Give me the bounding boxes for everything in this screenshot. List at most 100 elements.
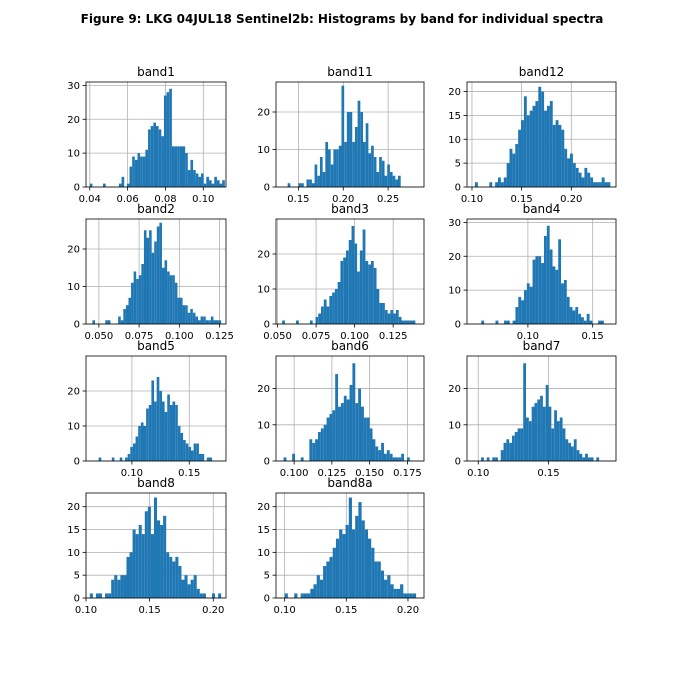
histogram-bar xyxy=(306,179,310,187)
panel-title: band5 xyxy=(137,339,175,353)
histogram-bar xyxy=(172,561,176,598)
histogram-bar xyxy=(143,426,147,461)
axes-frame xyxy=(85,81,227,188)
histogram-bar xyxy=(160,524,164,598)
axes-frame xyxy=(466,355,617,462)
histogram-bar xyxy=(95,593,99,598)
histogram-bar xyxy=(132,443,136,461)
histogram-bar xyxy=(392,175,396,187)
histogram-bar xyxy=(167,394,170,461)
histogram-bar xyxy=(395,179,398,187)
histogram-bar xyxy=(153,497,158,598)
y-tick-label: 30 xyxy=(67,81,80,92)
panel-title: band4 xyxy=(523,202,561,216)
y-tick-label: 10 xyxy=(257,420,270,431)
histogram-bar xyxy=(575,307,579,324)
histogram-bar xyxy=(355,515,359,598)
histogram-bar xyxy=(601,177,605,187)
histogram-bar xyxy=(332,410,336,461)
y-tick-label: 20 xyxy=(67,502,80,513)
histogram-bar xyxy=(403,593,407,598)
histogram-bar xyxy=(362,229,366,324)
histogram-bar xyxy=(127,454,131,461)
panel-title: band12 xyxy=(519,65,564,79)
histogram-bar xyxy=(357,100,361,187)
histogram-bar xyxy=(375,446,379,461)
histogram-bar xyxy=(555,120,559,187)
histogram-bar xyxy=(198,176,202,187)
histogram-bar xyxy=(132,156,135,187)
x-tick-label: 0.20 xyxy=(397,605,419,616)
histogram-bar xyxy=(497,177,501,187)
histogram-bar xyxy=(351,226,355,324)
histogram-bar xyxy=(559,417,563,461)
histogram-bar xyxy=(340,261,344,324)
histogram-bar xyxy=(561,283,564,324)
y-tick-label: 15 xyxy=(67,525,80,536)
histogram-bar xyxy=(141,534,145,598)
x-tick-label: 0.125 xyxy=(318,468,347,479)
histogram-bar xyxy=(163,515,167,598)
y-tick-label: 20 xyxy=(67,387,80,398)
histogram-bar xyxy=(395,457,399,461)
histogram-bar xyxy=(171,146,175,187)
histogram-bar xyxy=(517,428,521,461)
histogram-bar xyxy=(212,593,216,598)
histogram-bar xyxy=(400,584,404,598)
histogram-bar xyxy=(523,96,527,187)
histogram-bar xyxy=(166,552,170,598)
histogram-bar xyxy=(213,320,217,324)
histogram-bar xyxy=(389,453,393,461)
histogram-bar xyxy=(554,410,557,461)
x-tick-label: 0.15 xyxy=(582,331,604,342)
histogram-bar xyxy=(528,421,532,461)
histogram-bar xyxy=(182,146,186,187)
x-tick-label: 0.125 xyxy=(205,331,234,342)
histogram-bar xyxy=(329,556,333,598)
histogram-bar xyxy=(406,593,410,598)
x-tick-label: 0.150 xyxy=(355,468,384,479)
histogram-bar xyxy=(312,442,316,461)
histogram-bar xyxy=(211,183,215,187)
histogram-bar xyxy=(348,240,352,324)
y-tick-label: 0 xyxy=(455,183,461,194)
histogram-bar xyxy=(187,170,191,187)
histogram-bar xyxy=(300,593,304,598)
histogram-panel-band12: 0.10 0.15 0.20 0 5 10 15 20 band12 xyxy=(448,65,617,205)
histogram-bar xyxy=(398,317,402,324)
histogram-bar xyxy=(348,497,352,598)
histogram-bar xyxy=(589,320,593,324)
histogram-bar xyxy=(185,305,188,324)
x-tick-label: 0.10 xyxy=(121,468,143,479)
histogram-bar xyxy=(188,447,191,461)
axes-frame xyxy=(85,492,227,599)
y-tick-label: 10 xyxy=(257,548,270,559)
histogram-bar xyxy=(378,450,382,461)
histogram-bar xyxy=(303,593,308,598)
histogram-bar xyxy=(200,316,204,324)
histogram-bar xyxy=(316,575,320,598)
histogram-bar xyxy=(330,164,334,187)
histogram-bar xyxy=(185,443,189,461)
histogram-bar xyxy=(596,457,600,461)
histogram-bar xyxy=(332,292,335,324)
histogram-bar xyxy=(159,222,162,324)
histogram-bar xyxy=(198,320,201,324)
histogram-bar xyxy=(495,320,499,324)
histogram-bar xyxy=(177,146,180,187)
histogram-bar xyxy=(169,88,172,187)
histogram-bar xyxy=(195,316,198,324)
histogram-bar xyxy=(208,320,211,324)
histogram-bar xyxy=(393,313,396,324)
histogram-bar xyxy=(343,257,346,324)
histogram-bar xyxy=(177,297,180,324)
y-tick-label: 10 xyxy=(257,145,270,156)
x-tick-label: 0.20 xyxy=(332,194,354,205)
x-tick-label: 0.10 xyxy=(192,194,214,205)
y-tick-label: 0 xyxy=(74,594,80,605)
histogram-bar xyxy=(387,164,390,187)
histogram-bar xyxy=(315,317,319,324)
histogram-bar xyxy=(193,575,197,598)
y-tick-label: 20 xyxy=(257,502,270,513)
histogram-bar xyxy=(376,172,380,187)
